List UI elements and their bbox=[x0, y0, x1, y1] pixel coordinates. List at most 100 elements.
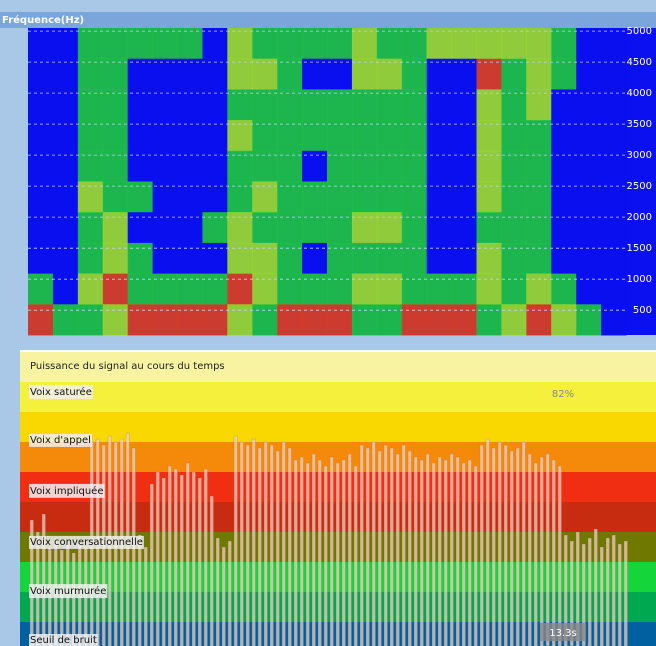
spectrogram-cell bbox=[501, 58, 527, 90]
power-bar bbox=[143, 546, 148, 646]
spectrogram-cell bbox=[202, 89, 228, 121]
spectrogram-cell bbox=[77, 273, 104, 305]
spectrogram-cell bbox=[601, 89, 627, 121]
spectrogram-cell bbox=[227, 120, 253, 152]
spectrogram-cell bbox=[526, 89, 552, 121]
power-bar bbox=[209, 495, 214, 646]
spectrogram-cell bbox=[52, 120, 79, 152]
spectrogram-cell bbox=[252, 273, 278, 305]
spectrogram-cell bbox=[451, 242, 477, 275]
spectrogram-cell bbox=[152, 150, 178, 182]
spectrogram-cell bbox=[302, 181, 328, 213]
power-bar bbox=[509, 450, 514, 646]
spectrogram-cell bbox=[252, 89, 278, 121]
power-bar bbox=[401, 444, 406, 646]
spectrogram-cell bbox=[152, 273, 178, 305]
spectrogram-cell bbox=[28, 150, 54, 182]
power-bar bbox=[563, 534, 568, 646]
spectrogram-cell bbox=[77, 28, 104, 60]
spectrogram-cell bbox=[351, 181, 378, 213]
spectrogram-cell bbox=[227, 181, 253, 213]
spectrogram-cell bbox=[252, 304, 278, 336]
power-bar bbox=[605, 537, 610, 646]
spectrogram-cell bbox=[376, 89, 403, 121]
spectrogram-cell bbox=[177, 89, 203, 121]
power-bar bbox=[185, 462, 190, 646]
spectrogram-cell bbox=[202, 273, 228, 305]
spectrogram-cell bbox=[501, 89, 527, 121]
spectrogram-cell bbox=[102, 28, 129, 60]
zone-label: Voix impliquée bbox=[30, 485, 103, 497]
power-bar bbox=[317, 459, 322, 646]
power-bar bbox=[527, 453, 532, 646]
spectrogram-cell bbox=[277, 120, 303, 152]
spectrogram-cell bbox=[277, 28, 303, 60]
power-bar bbox=[461, 462, 466, 646]
spectrogram-cell bbox=[526, 242, 552, 275]
duration-label: 13.3s bbox=[549, 628, 576, 639]
spectrogram-cell bbox=[501, 181, 527, 213]
spectrogram-cell bbox=[351, 304, 378, 336]
power-bar bbox=[419, 459, 424, 646]
spectrogram-cell bbox=[227, 242, 253, 275]
spectrogram-cell bbox=[52, 181, 79, 213]
spectrogram-cell bbox=[551, 28, 577, 60]
spectrogram-cell bbox=[102, 181, 129, 213]
zone-label-bg bbox=[29, 584, 108, 599]
spectrogram-cell bbox=[202, 242, 228, 275]
power-bar bbox=[503, 444, 508, 646]
spectrogram-cell bbox=[476, 150, 502, 182]
spectrogram-cell bbox=[227, 304, 253, 336]
spectrogram-cell bbox=[28, 58, 54, 90]
power-bar bbox=[149, 483, 154, 646]
spectrogram-cell bbox=[451, 58, 477, 90]
spectrogram-cell bbox=[551, 273, 577, 305]
spectrogram-cell bbox=[277, 150, 303, 182]
power-bar bbox=[137, 534, 142, 646]
spectrogram-cell bbox=[177, 242, 203, 275]
spectrogram-cell bbox=[376, 181, 403, 213]
spectrogram-cell bbox=[127, 150, 154, 182]
power-bar bbox=[263, 441, 268, 646]
spectrogram-cell bbox=[28, 120, 54, 152]
spectrogram-cell bbox=[576, 28, 602, 60]
spectrogram-cell bbox=[451, 150, 477, 182]
spectrogram-cell bbox=[177, 28, 203, 60]
spectrogram-cell bbox=[526, 28, 552, 60]
power-bar bbox=[533, 462, 538, 646]
zone-label: Voix saturée bbox=[30, 386, 92, 398]
spectrogram-cell bbox=[526, 58, 552, 90]
spectrogram-cell bbox=[202, 304, 228, 336]
spectrogram-cell bbox=[576, 58, 602, 90]
spectrogram-cell bbox=[52, 28, 79, 60]
y-tick-label: 2000 bbox=[627, 212, 652, 223]
spectrogram-cell bbox=[476, 304, 502, 336]
spectrogram-cell bbox=[77, 304, 104, 336]
y-tick-label: 500 bbox=[633, 305, 652, 316]
spectrogram-cell bbox=[177, 181, 203, 213]
power-bar bbox=[437, 456, 442, 646]
spectrogram-cell bbox=[52, 273, 79, 305]
spectrogram-cell bbox=[277, 273, 303, 305]
power-bar bbox=[575, 531, 580, 646]
spectrogram-cell bbox=[551, 181, 577, 213]
spectrogram-cell bbox=[202, 120, 228, 152]
spectrogram-header bbox=[0, 12, 656, 28]
spectrogram-cell bbox=[52, 242, 79, 275]
power-bar bbox=[545, 453, 550, 646]
spectrogram-cell bbox=[127, 28, 154, 60]
power-bar bbox=[287, 447, 292, 646]
zone-label: Voix conversationnelle bbox=[30, 537, 143, 548]
spectrogram-cell bbox=[376, 273, 403, 305]
power-bar bbox=[257, 447, 262, 646]
zone-label-bg bbox=[29, 634, 98, 646]
power-bar bbox=[371, 441, 376, 646]
spectrogram-cell bbox=[152, 28, 178, 60]
power-bar bbox=[407, 450, 412, 646]
spectrogram-cell bbox=[351, 58, 378, 90]
spectrogram-cell bbox=[302, 120, 328, 152]
zone-label-bg bbox=[29, 433, 92, 447]
spectrogram-cell bbox=[28, 28, 54, 60]
spectrogram-cell bbox=[501, 120, 527, 152]
power-bar bbox=[281, 441, 286, 646]
